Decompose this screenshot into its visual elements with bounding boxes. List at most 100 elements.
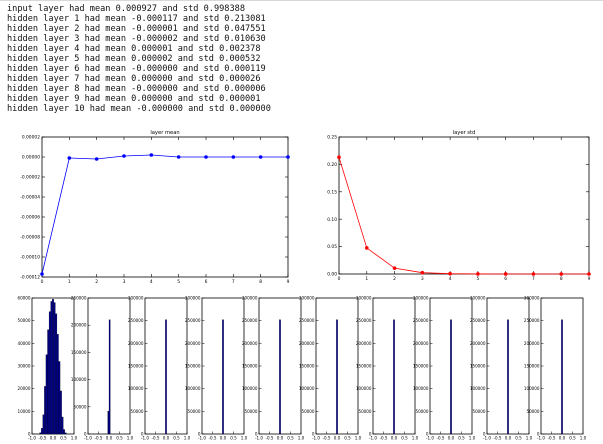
y-tick-label: 300000 xyxy=(185,296,201,301)
y-tick-label: 0 xyxy=(198,432,201,437)
x-tick-label: 2 xyxy=(393,276,396,282)
x-tick-label: 0.0 xyxy=(559,436,566,441)
x-tick-label: 1.0 xyxy=(580,436,587,441)
x-tick-label: -1.0 xyxy=(84,436,92,441)
histogram-panel-4: 0 50000 100000 150000 200000 250000 300000 -1.0… xyxy=(185,296,248,441)
histogram-bar xyxy=(53,302,56,435)
y-tick-label: 0.00 xyxy=(327,272,337,278)
y-tick-label: 100000 xyxy=(524,386,540,391)
histogram-bar xyxy=(41,428,43,435)
data-point xyxy=(204,155,208,159)
y-tick-label: 40000 xyxy=(17,341,30,346)
histogram-bar xyxy=(393,319,395,435)
histogram-panel-6: 0 50000 100000 150000 200000 250000 300000 -1.0… xyxy=(299,296,362,441)
x-tick-label: -1.0 xyxy=(369,436,377,441)
x-tick-label: -1.0 xyxy=(537,436,545,441)
console-line: hidden layer 1 had mean -0.000117 and st… xyxy=(7,14,266,24)
chart-title: layer std xyxy=(453,130,476,136)
x-tick-label: 7 xyxy=(532,276,535,282)
y-tick-label: 300000 xyxy=(242,296,258,301)
data-point xyxy=(149,153,154,157)
histogram-bar xyxy=(279,319,281,435)
y-tick-label: -0.00004 xyxy=(20,195,40,201)
x-tick-label: 1 xyxy=(68,279,71,285)
y-tick-label: 200000 xyxy=(71,323,87,328)
histogram-panel-7: 0 50000 100000 150000 200000 250000 300000 -1.0… xyxy=(356,296,419,441)
data-point xyxy=(67,156,72,160)
data-point xyxy=(176,155,181,159)
histogram-bar xyxy=(58,361,61,435)
data-point xyxy=(337,155,341,160)
y-tick-label: 150000 xyxy=(299,364,315,369)
y-tick-label: 250000 xyxy=(128,318,144,323)
y-tick-label: 100000 xyxy=(470,386,486,391)
plot-frame xyxy=(338,136,590,275)
y-tick-label: -0.00002 xyxy=(20,175,40,181)
x-tick-label: 9 xyxy=(588,276,591,282)
line-chart-std: layer std 0 1 2 3 4 5 6 7 8 9 0.25 0.20 0.15 0.10 0.05 0… xyxy=(327,130,591,282)
histogram-bar xyxy=(63,429,65,435)
x-tick-label: 0.5 xyxy=(60,436,67,441)
x-tick-label: 1.0 xyxy=(298,436,305,441)
histogram-bar xyxy=(336,319,338,435)
y-tick-label: 200000 xyxy=(128,341,144,346)
data-point xyxy=(587,272,591,276)
console-line: hidden layer 9 had mean 0.000000 and std… xyxy=(7,94,261,104)
x-tick-label: -0.5 xyxy=(95,436,103,441)
histogram-bar xyxy=(561,319,563,435)
y-tick-label: 50000 xyxy=(17,318,30,323)
console-line: hidden layer 2 had mean -0.000001 and st… xyxy=(7,24,266,34)
y-tick-label: 250000 xyxy=(470,318,486,323)
y-tick-label: 150000 xyxy=(356,364,372,369)
y-tick-label: 150000 xyxy=(524,364,540,369)
y-tick-label: 50000 xyxy=(301,409,314,414)
y-tick-label: 0 xyxy=(28,432,31,437)
histogram-bar xyxy=(61,416,64,435)
x-tick-label: 4 xyxy=(449,276,452,282)
x-tick-label: 0.0 xyxy=(448,436,455,441)
x-tick-label: 0.0 xyxy=(391,436,398,441)
y-tick-label: 200000 xyxy=(470,341,486,346)
histogram-bar xyxy=(107,411,110,435)
y-tick-label: 0 xyxy=(312,432,315,437)
x-tick-label: 1.0 xyxy=(127,436,134,441)
y-tick-label: 250000 xyxy=(413,318,429,323)
y-tick-label: 0.00000 xyxy=(22,155,40,161)
y-tick-label: 150000 xyxy=(470,364,486,369)
y-tick-label: 0.10 xyxy=(327,217,337,223)
y-tick-label: -0.00008 xyxy=(20,235,40,241)
console-line: hidden layer 5 had mean 0.000002 and std… xyxy=(7,54,261,64)
x-tick-label: 5 xyxy=(177,279,180,285)
histogram-bar xyxy=(165,319,167,435)
x-tick-label: 0.5 xyxy=(287,436,294,441)
x-tick-label: -0.5 xyxy=(209,436,217,441)
x-tick-label: 1.0 xyxy=(184,436,191,441)
histogram-bar xyxy=(507,319,509,435)
y-tick-label: 300000 xyxy=(524,296,540,301)
y-tick-label: 50000 xyxy=(526,409,539,414)
x-tick-label: -1.0 xyxy=(483,436,491,441)
histogram-bar xyxy=(55,313,58,435)
x-tick-label: -0.5 xyxy=(494,436,502,441)
x-tick-label: 8 xyxy=(560,276,563,282)
plot-frame xyxy=(41,136,289,278)
histogram-panel-5: 0 50000 100000 150000 200000 250000 300000 -1.0… xyxy=(242,296,305,441)
y-tick-label: 250000 xyxy=(524,318,540,323)
y-tick-label: 200000 xyxy=(524,341,540,346)
histogram-bar xyxy=(52,299,54,435)
y-tick-label: 300000 xyxy=(356,296,372,301)
y-tick-label: 100000 xyxy=(185,386,201,391)
x-tick-label: 0.0 xyxy=(220,436,227,441)
y-tick-label: 50000 xyxy=(358,409,371,414)
y-tick-label: 0.25 xyxy=(327,135,337,141)
y-tick-label: 50000 xyxy=(415,409,428,414)
y-tick-label: 50000 xyxy=(472,409,485,414)
y-tick-label: 200000 xyxy=(242,341,258,346)
y-tick-label: 0 xyxy=(537,432,540,437)
console-line: hidden layer 8 had mean -0.000000 and st… xyxy=(7,84,266,94)
y-tick-label: 200000 xyxy=(413,341,429,346)
y-tick-label: 200000 xyxy=(185,341,201,346)
x-tick-label: 9 xyxy=(287,279,290,285)
x-tick-label: -0.5 xyxy=(380,436,388,441)
histogram-bar xyxy=(222,319,224,435)
